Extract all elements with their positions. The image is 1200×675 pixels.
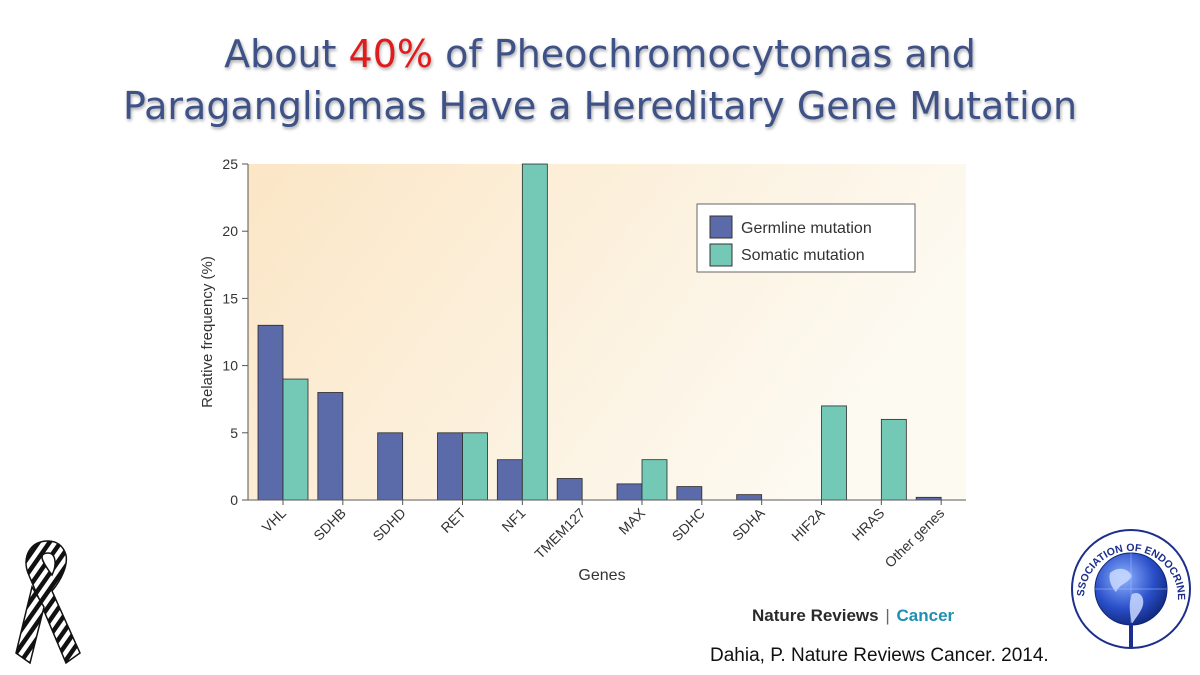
slide-title: About 40% of Pheochromocytomas and Parag… [0,28,1200,132]
legend-swatch-germline [709,215,733,239]
legend-swatch-somatic [709,243,733,267]
bar-somatic-hif2a [821,405,847,501]
y-axis-ticks: 0 5 10 15 20 25 [222,156,248,508]
journal-separator: | [885,606,890,625]
title-highlight: 40% [348,32,433,76]
journal-section: Cancer [896,606,955,625]
title-line-1: About 40% of Pheochromocytomas and [0,28,1200,80]
x-axis-label: Genes [578,567,625,584]
y-tick-label: 0 [230,492,238,508]
legend-label-germline: Germline mutation [741,220,872,237]
title-suffix: of Pheochromocytomas and [433,32,976,76]
citation: Dahia, P. Nature Reviews Cancer. 2014. [710,645,1049,666]
bar-germline-sdha [736,494,763,501]
legend-box [696,203,916,273]
x-tick-label: SDHC [669,505,708,544]
x-tick-label: HIF2A [788,504,828,544]
y-tick-label: 15 [222,290,238,306]
bar-germline-max [616,483,643,501]
legend-label-somatic: Somatic mutation [741,247,865,264]
bar-germline-nf1 [496,459,523,501]
bar-germline-sdhd [377,432,404,501]
bar-somatic-hras [880,418,907,501]
title-line-2: Paragangliomas Have a Hereditary Gene Mu… [122,84,1078,128]
legend: Germline mutation Somatic mutation [696,203,916,273]
bar-germline-vhl [257,324,284,501]
bar-group [257,163,942,501]
x-tick-label: MAX [615,504,648,537]
x-tick-label: SDHA [729,504,768,543]
bar-somatic-max [641,459,668,501]
x-tick-label: SDHB [310,505,349,544]
y-tick-label: 25 [222,156,238,172]
journal-name: Nature Reviews [752,606,879,625]
y-tick-label: 10 [222,358,238,374]
zebra-ribbon-icon [15,540,81,665]
bar-somatic-vhl [282,378,309,501]
x-tick-label: Other genes [881,505,947,571]
title-prefix: About [224,32,349,76]
x-tick-label: NF1 [498,505,528,535]
x-tick-label: SDHD [369,505,408,544]
y-tick-label: 5 [230,425,238,441]
bar-germline-sdhc [676,486,703,501]
journal-credit: Nature Reviews | Cancer [752,606,954,626]
bar-germline-tmem127 [556,478,583,501]
x-tick-label: RET [438,504,469,535]
y-tick-label: 20 [222,223,238,239]
bar-somatic-nf1 [521,163,548,501]
bar-germline-ret [437,432,463,501]
y-axis-label: Relative frequency (%) [199,256,216,408]
bar-somatic-ret [462,432,488,501]
x-tick-label: VHL [259,505,290,536]
x-tick-label: TMEM127 [531,505,588,562]
x-axis-ticks: VHL SDHB SDHD RET NF1 TMEM127 MAX SDHC SDHA HIF2A… [259,500,947,571]
globe-seal-icon: AMERICAN ASSOCIATION OF ENDOCRINE SURGEO… [1070,528,1191,649]
x-tick-label: HRAS [849,505,888,544]
bar-germline-sdhb [317,392,344,501]
